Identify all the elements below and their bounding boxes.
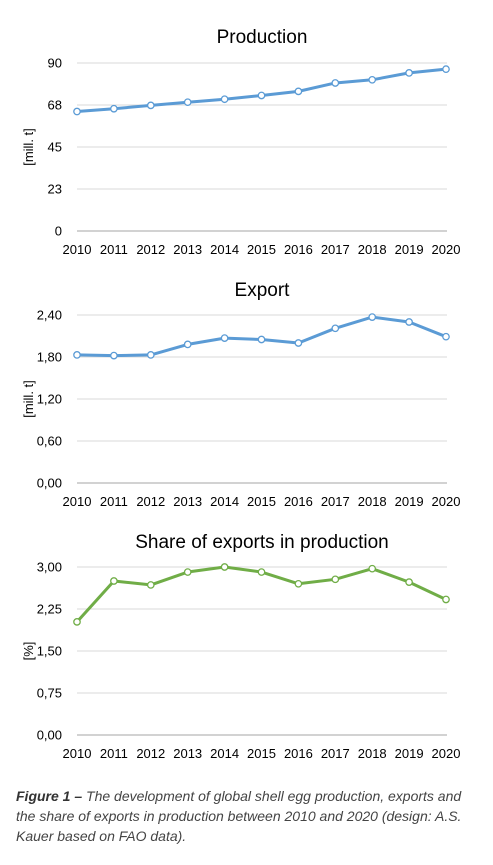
data-point — [220, 95, 229, 104]
data-point — [183, 340, 192, 349]
x-tick-label: 2015 — [247, 494, 276, 509]
y-tick-label: 1,20 — [37, 392, 62, 407]
data-point — [331, 324, 340, 333]
data-point — [183, 98, 192, 107]
y-tick-label: 68 — [48, 98, 62, 113]
y-tick-label: 0 — [55, 224, 62, 239]
x-tick-label: 2015 — [247, 242, 276, 257]
y-tick-label: 2,40 — [37, 308, 62, 323]
y-axis-label: [%] — [21, 642, 36, 661]
x-tick-label: 2020 — [432, 494, 461, 509]
x-tick-label: 2016 — [284, 242, 313, 257]
x-tick-label: 2013 — [173, 746, 202, 761]
y-tick-label: 0,75 — [37, 686, 62, 701]
chart-title: Production — [217, 27, 308, 48]
data-point — [257, 91, 266, 100]
data-point — [405, 69, 413, 77]
y-axis-label: [mill. t] — [21, 128, 36, 166]
data-point — [110, 351, 118, 360]
y-tick-label: 0,60 — [37, 434, 62, 449]
x-tick-label: 2015 — [247, 746, 276, 761]
x-tick-label: 2020 — [432, 746, 461, 761]
x-tick-label: 2016 — [284, 494, 313, 509]
y-tick-label: 1,80 — [37, 350, 62, 365]
data-point — [368, 564, 377, 573]
x-tick-label: 2019 — [395, 494, 424, 509]
x-tick-label: 2017 — [321, 746, 350, 761]
data-point — [73, 107, 81, 116]
x-tick-label: 2018 — [358, 242, 387, 257]
x-tick-label: 2017 — [321, 242, 350, 257]
y-tick-label: 23 — [48, 182, 62, 197]
x-tick-label: 2019 — [395, 242, 424, 257]
x-tick-label: 2020 — [432, 242, 461, 257]
x-tick-label: 2018 — [358, 746, 387, 761]
y-tick-label: 45 — [48, 140, 62, 155]
data-point — [331, 79, 340, 87]
x-tick-label: 2010 — [63, 242, 92, 257]
data-point — [442, 332, 450, 341]
chart-1: Production [mill. t] 0 23 45 68 90 2010 2011 2012… — [21, 27, 460, 257]
data-point — [257, 568, 266, 576]
x-tick-label: 2012 — [136, 242, 165, 257]
x-tick-label: 2016 — [284, 746, 313, 761]
data-point — [294, 339, 303, 347]
x-tick-label: 2019 — [395, 746, 424, 761]
y-tick-label: 90 — [48, 56, 62, 71]
y-tick-label: 1,50 — [37, 644, 62, 659]
x-tick-label: 2017 — [321, 494, 350, 509]
chart-title: Share of exports in production — [135, 532, 389, 553]
data-point — [442, 595, 450, 604]
x-tick-label: 2010 — [63, 746, 92, 761]
y-tick-label: 0,00 — [37, 476, 62, 491]
data-point — [183, 568, 192, 576]
data-point — [220, 334, 229, 342]
chart-2: Export [mill. t] 0,00 0,60 1,20 1,80 2,40 2010 2… — [21, 280, 460, 509]
data-point — [73, 351, 81, 359]
data-point — [368, 313, 377, 321]
data-point — [146, 101, 155, 110]
x-tick-label: 2012 — [136, 746, 165, 761]
x-tick-label: 2011 — [100, 494, 128, 509]
charts-canvas: Production [mill. t] 0 23 45 68 90 2010 2011 2012… — [21, 27, 460, 761]
data-point — [73, 618, 81, 626]
data-point — [146, 351, 155, 359]
x-tick-label: 2013 — [173, 494, 202, 509]
x-tick-label: 2010 — [63, 494, 92, 509]
x-tick-label: 2013 — [173, 242, 202, 257]
y-tick-label: 3,00 — [37, 560, 62, 575]
data-point — [220, 563, 229, 571]
x-tick-label: 2011 — [100, 746, 128, 761]
figure-caption: Figure 1 – The development of global she… — [16, 786, 482, 846]
data-point — [110, 577, 118, 585]
chart-title: Export — [235, 280, 291, 301]
x-tick-label: 2011 — [100, 242, 128, 257]
x-tick-label: 2018 — [358, 494, 387, 509]
data-point — [442, 65, 450, 74]
data-point — [110, 104, 118, 113]
y-tick-label: 0,00 — [37, 728, 62, 743]
data-point — [331, 575, 340, 584]
x-tick-label: 2012 — [136, 494, 165, 509]
caption-text: The development of global shell egg prod… — [16, 788, 462, 844]
caption-label: Figure 1 – — [16, 788, 83, 804]
data-point — [294, 579, 303, 588]
data-point — [405, 578, 413, 586]
data-point — [368, 75, 377, 84]
x-tick-label: 2014 — [210, 494, 239, 509]
y-axis-label: [mill. t] — [21, 380, 36, 418]
data-point — [405, 318, 413, 326]
data-point — [294, 87, 303, 96]
y-tick-label: 2,25 — [37, 602, 62, 617]
x-tick-label: 2014 — [210, 746, 239, 761]
x-tick-label: 2014 — [210, 242, 239, 257]
chart-3: Share of exports in production [%] 0,00 0,7… — [21, 532, 460, 761]
data-point — [146, 581, 155, 589]
data-point — [257, 335, 266, 344]
